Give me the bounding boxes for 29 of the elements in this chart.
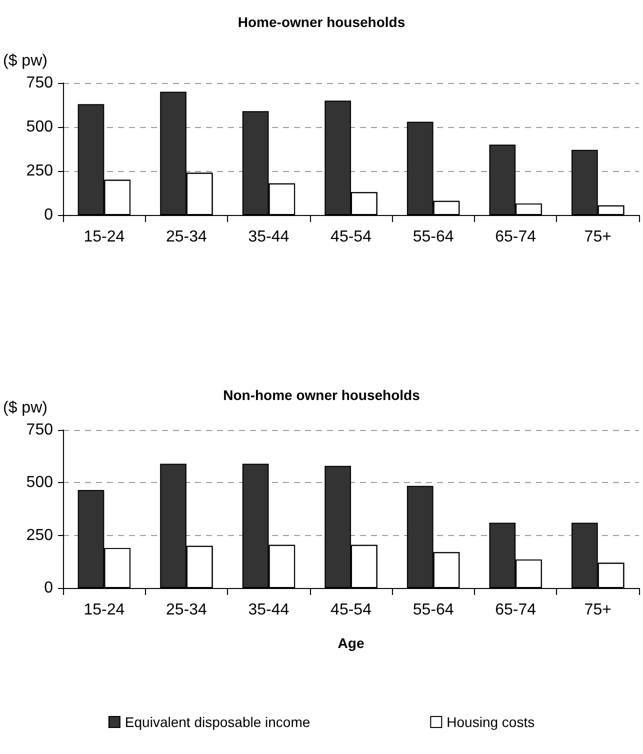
x-axis-title: Age — [338, 635, 364, 651]
x-tick-label: 45-54 — [330, 228, 372, 246]
x-tick-label: 15-24 — [84, 602, 125, 618]
legend-label: Housing costs — [446, 714, 535, 730]
y-tick-label: 250 — [26, 162, 54, 180]
x-tick-label: 75+ — [584, 602, 612, 618]
y-tick-label: 250 — [26, 526, 54, 544]
x-tick-label: 55-64 — [412, 228, 454, 246]
y-axis-title: ($ pw) — [3, 400, 48, 416]
y-tick-label: 0 — [44, 206, 54, 224]
x-tick-label: 25-34 — [166, 602, 207, 618]
y-tick-label: 500 — [26, 474, 54, 492]
y-tick-label: 500 — [26, 118, 54, 136]
x-tick-label: 65-74 — [495, 228, 536, 246]
x-tick-label: 15-24 — [84, 228, 125, 246]
x-tick-label: 35-44 — [248, 228, 290, 246]
y-tick-label: 0 — [44, 580, 54, 596]
legend-label: Equivalent disposable income — [124, 714, 310, 730]
chart-title: Non-home owner households — [223, 387, 420, 403]
x-tick-label: 65-74 — [495, 602, 536, 618]
x-tick-label: 45-54 — [330, 602, 372, 618]
y-tick-label: 750 — [26, 74, 54, 92]
chart-title: Home-owner households — [238, 14, 406, 30]
y-axis-title: ($ pw) — [3, 52, 48, 70]
x-tick-label: 75+ — [584, 228, 612, 246]
y-tick-label: 750 — [26, 422, 54, 438]
x-tick-label: 25-34 — [166, 228, 207, 246]
x-tick-label: 35-44 — [248, 602, 290, 618]
x-tick-label: 55-64 — [412, 602, 454, 618]
